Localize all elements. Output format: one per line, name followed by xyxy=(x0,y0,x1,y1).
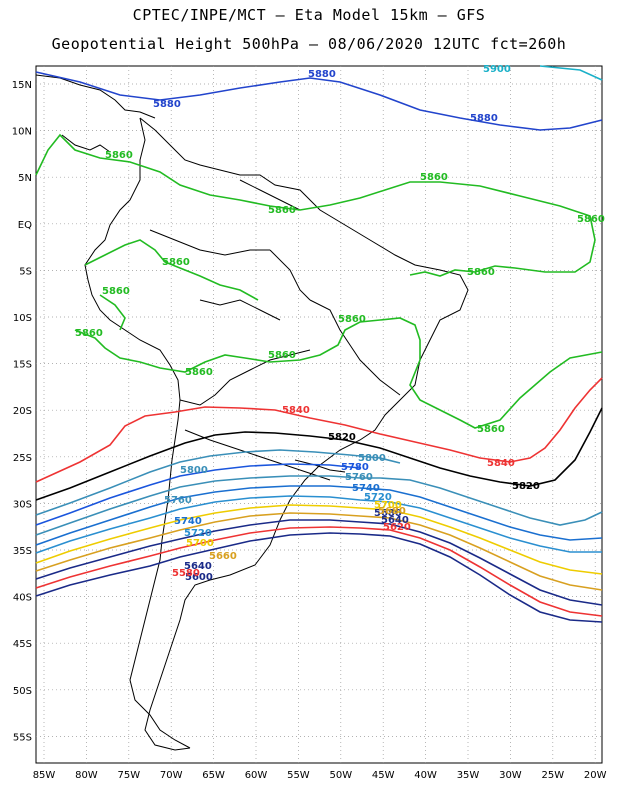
contour-label-5680: 5680 xyxy=(374,508,402,519)
contour-label-5720: 5720 xyxy=(184,528,212,539)
lon-label: 75W xyxy=(117,770,140,781)
contour-label-5860: 5860 xyxy=(338,314,366,325)
lat-label: 30S xyxy=(13,499,32,510)
contour-label-5820: 5820 xyxy=(512,481,540,492)
contour-label-5860: 5860 xyxy=(268,205,296,216)
map-title-line-1: CPTEC/INPE/MCT – Eta Model 15km – GFS xyxy=(132,6,486,24)
lat-label: 5N xyxy=(18,173,32,184)
contour-label-5880: 5880 xyxy=(470,113,498,124)
contour-label-5860: 5860 xyxy=(577,214,605,225)
contour-label-5860: 5860 xyxy=(467,267,495,278)
lat-label: 45S xyxy=(13,639,32,650)
contour-label-5680: 5680 xyxy=(378,506,406,517)
lon-label: 70W xyxy=(160,770,183,781)
contour-label-5880: 5880 xyxy=(153,99,181,110)
lat-label: 10S xyxy=(13,313,32,324)
contour-label-5760: 5760 xyxy=(164,495,192,506)
lon-label: 60W xyxy=(245,770,268,781)
contour-label-5700: 5700 xyxy=(186,538,214,549)
lon-label: 30W xyxy=(499,770,522,781)
height-contours xyxy=(35,65,603,623)
contour-label-5780: 5780 xyxy=(341,462,369,473)
lon-label: 25W xyxy=(541,770,564,781)
lat-label: 40S xyxy=(13,593,32,604)
lat-label: 35S xyxy=(13,546,32,557)
contour-label-5860: 5860 xyxy=(105,150,133,161)
lon-label: 35W xyxy=(457,770,480,781)
contour-label-5620: 5620 xyxy=(383,522,411,533)
contour-label-5860: 5860 xyxy=(420,172,448,183)
lat-label: 20S xyxy=(13,406,32,417)
contour-label-5720: 5720 xyxy=(364,492,392,503)
contour-label-5800: 5800 xyxy=(358,453,386,464)
contour-label-5580: 5580 xyxy=(172,568,200,579)
lon-label: 80W xyxy=(75,770,98,781)
lat-label: 5S xyxy=(19,266,32,277)
contour-label-5820: 5820 xyxy=(328,432,356,443)
contour-label-5860: 5860 xyxy=(185,367,213,378)
contour-label-5640: 5640 xyxy=(381,515,409,526)
map-title-line-2: Geopotential Height 500hPa – 08/06/2020 … xyxy=(51,35,567,53)
contour-label-5760: 5760 xyxy=(345,472,373,483)
lon-label: 85W xyxy=(33,770,56,781)
coastlines xyxy=(35,74,469,751)
contour-label-5900: 5900 xyxy=(483,64,511,75)
contour-label-5860: 5860 xyxy=(477,424,505,435)
contour-label-5860: 5860 xyxy=(268,350,296,361)
lon-label: 45W xyxy=(372,770,395,781)
contour-label-5700: 5700 xyxy=(374,500,402,511)
contour-labels: 5900 5880 5880 5880 5860 5860 5860 5860 … xyxy=(75,64,605,583)
lat-label: 50S xyxy=(13,686,32,697)
longitude-labels: 85W 80W 75W 70W 65W 60W 55W 50W 45W 40W 35W 30W 25W 2… xyxy=(33,770,607,781)
lon-label: 55W xyxy=(287,770,310,781)
lat-label: 10N xyxy=(12,127,32,138)
contour-label-5840: 5840 xyxy=(487,458,515,469)
lat-label: 55S xyxy=(13,732,32,743)
lat-label: EQ xyxy=(18,220,32,231)
contour-label-5640: 5640 xyxy=(184,561,212,572)
contour-label-5800: 5800 xyxy=(180,465,208,476)
contour-label-5660: 5660 xyxy=(209,551,237,562)
contour-label-5860: 5860 xyxy=(162,257,190,268)
contour-label-5880: 5880 xyxy=(308,69,336,80)
lon-label: 65W xyxy=(202,770,225,781)
contour-label-5740: 5740 xyxy=(352,483,380,494)
lat-label: 15N xyxy=(12,80,32,91)
contour-label-5740: 5740 xyxy=(174,516,202,527)
lon-label: 40W xyxy=(414,770,437,781)
contour-label-5600: 5600 xyxy=(185,572,213,583)
lat-label: 15S xyxy=(13,360,32,371)
latitude-labels: 15N 10N 5N EQ 5S 10S 15S 20S 25S 30S 35S 40S 45S 50S 5… xyxy=(12,80,32,743)
lon-label: 50W xyxy=(329,770,352,781)
lon-label: 20W xyxy=(584,770,607,781)
contour-label-5860: 5860 xyxy=(75,328,103,339)
contour-label-5840: 5840 xyxy=(282,405,310,416)
lat-label: 25S xyxy=(13,453,32,464)
contour-label-5860: 5860 xyxy=(102,286,130,297)
plot-frame xyxy=(35,65,603,764)
